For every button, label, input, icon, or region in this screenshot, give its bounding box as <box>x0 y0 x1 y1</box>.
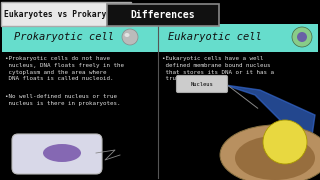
FancyBboxPatch shape <box>2 24 318 52</box>
FancyBboxPatch shape <box>12 134 102 174</box>
FancyBboxPatch shape <box>107 4 219 26</box>
Ellipse shape <box>235 136 315 180</box>
Ellipse shape <box>220 125 320 180</box>
Text: Nucleus: Nucleus <box>191 82 213 87</box>
Circle shape <box>292 27 312 47</box>
Ellipse shape <box>124 33 130 37</box>
FancyBboxPatch shape <box>177 75 228 93</box>
FancyBboxPatch shape <box>1 2 131 26</box>
Text: •Eukaryotic cells have a well
 defined membrane bound nucleus
 that stores its D: •Eukaryotic cells have a well defined me… <box>162 56 274 81</box>
Text: Differences: Differences <box>131 10 195 20</box>
Polygon shape <box>225 85 315 150</box>
Ellipse shape <box>43 144 81 162</box>
Text: Eukaryotic cell: Eukaryotic cell <box>168 32 262 42</box>
Text: •Prokaryotic cells do not have
 nucleus, DNA floats freely in the
 cytoplasm and: •Prokaryotic cells do not have nucleus, … <box>5 56 124 81</box>
Text: •No well-defined nucleus or true
 nucleus is there in prokaryotes.: •No well-defined nucleus or true nucleus… <box>5 94 121 106</box>
Text: Eukaryotes vs Prokaryotes: Eukaryotes vs Prokaryotes <box>4 10 126 19</box>
Circle shape <box>263 120 307 164</box>
Text: Prokaryotic cell: Prokaryotic cell <box>14 32 114 42</box>
Circle shape <box>122 29 138 45</box>
Circle shape <box>297 32 307 42</box>
